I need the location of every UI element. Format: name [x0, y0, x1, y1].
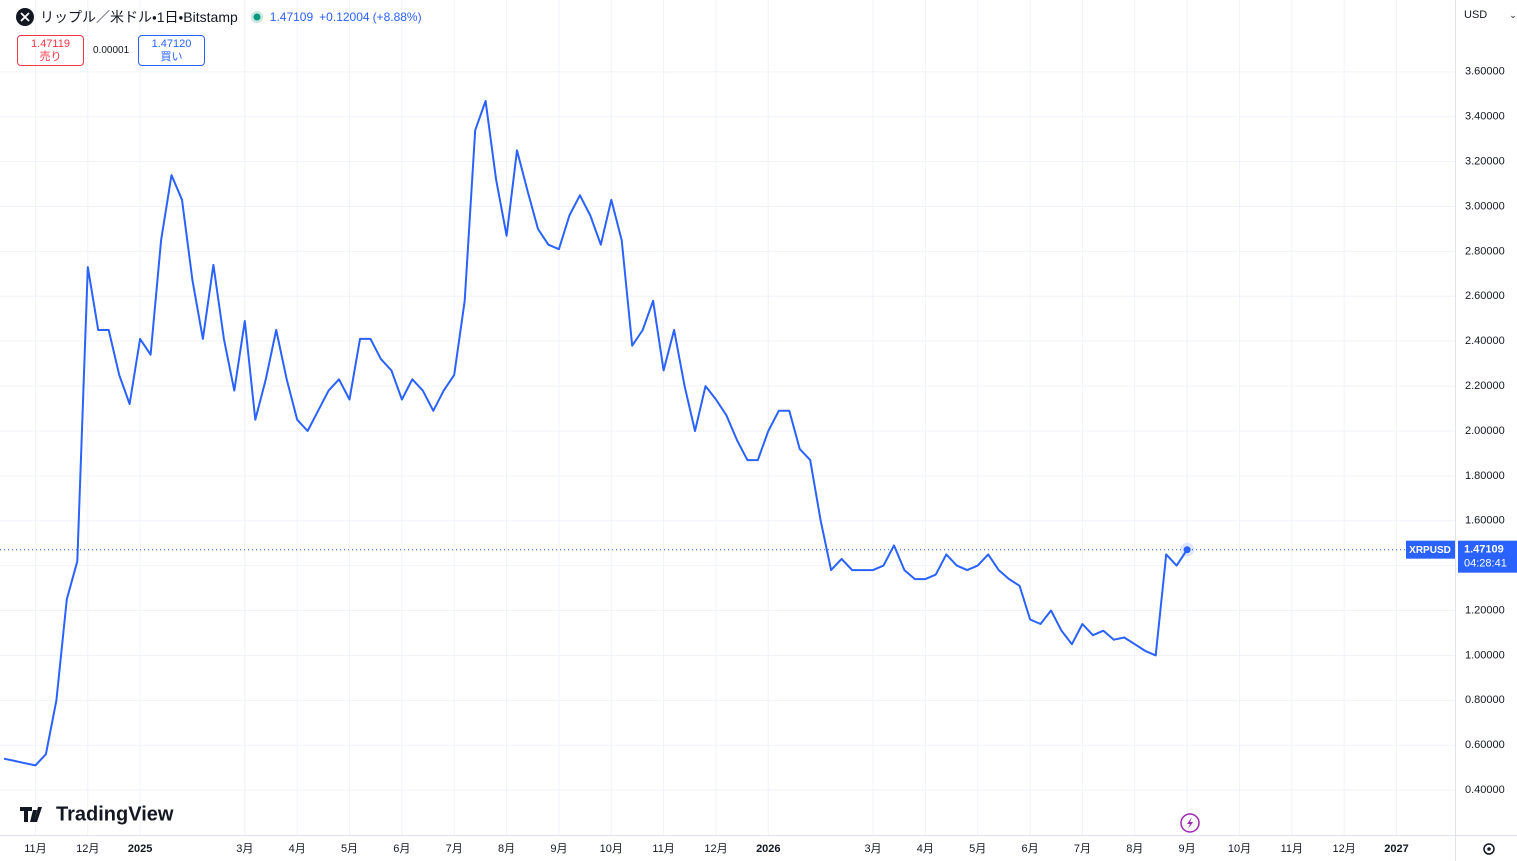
symbol-tag	[1406, 540, 1455, 559]
event-icon[interactable]	[1180, 813, 1200, 833]
x-tick-label: 9月	[550, 843, 567, 855]
x-tick-label: 3月	[236, 843, 253, 855]
brand: TradingView	[56, 803, 174, 825]
last-point	[1183, 546, 1191, 554]
symbol-icon	[16, 8, 34, 26]
x-tick-label: 8月	[498, 843, 515, 855]
y-tick-label: 2.00000	[1465, 425, 1505, 437]
y-tick-label: 2.60000	[1465, 290, 1505, 302]
event-bolt	[1187, 817, 1193, 829]
x-tick-label: 8月	[1126, 843, 1143, 855]
dropdown-caret: ⌄	[1509, 10, 1517, 20]
y-tick-label: 2.20000	[1465, 380, 1505, 392]
change-percent: (+8.88%)	[372, 10, 422, 24]
x-tick-label: 9月	[1179, 843, 1196, 855]
x-tick-label: 2027	[1384, 843, 1408, 855]
y-tick-label: 3.40000	[1465, 111, 1505, 123]
header: リップル／米ドル・1日・Bitstamp 1.47109 +0.12004 (+…	[16, 0, 422, 34]
spread: 0.00001	[93, 45, 130, 56]
market-status	[250, 11, 263, 23]
x-tick-label: 5月	[341, 843, 358, 855]
x-tick-label: 10月	[1228, 843, 1251, 855]
y-tick-label: 0.60000	[1465, 739, 1505, 751]
price-tag-value: 1.47109	[1464, 544, 1504, 556]
currency-select[interactable]: USD ⌄	[1464, 9, 1517, 21]
symbol-tag-text: XRPUSD	[1409, 545, 1451, 556]
x-tick-label: 12月	[704, 843, 727, 855]
price-tag	[1458, 540, 1517, 573]
buy-button[interactable]: 1.47120 買い	[138, 35, 205, 66]
tradingview-logo: TradingView	[20, 803, 174, 825]
price-tag-countdown: 04:28:41	[1464, 558, 1507, 570]
axes: 0.400000.600000.800001.000001.200001.400…	[24, 66, 1517, 855]
x-tick-label: 6月	[1021, 843, 1038, 855]
x-tick-label: 4月	[917, 843, 934, 855]
sell-price: 1.47119	[31, 38, 70, 50]
x-tick-label: 2026	[756, 843, 780, 855]
change: +0.12004	[319, 10, 370, 24]
grid	[0, 0, 1455, 835]
x-tick-label: 7月	[1074, 843, 1091, 855]
x-tick-label: 11月	[1281, 843, 1303, 855]
currency: USD	[1464, 9, 1488, 21]
y-tick-label: 2.80000	[1465, 245, 1505, 257]
logo-icon	[20, 807, 42, 822]
x-tick-label: 12月	[1333, 843, 1356, 855]
x-tick-label: 4月	[289, 843, 306, 855]
last-price: 1.47109	[269, 10, 314, 24]
plot	[0, 100, 1455, 767]
y-tick-label: 3.20000	[1465, 156, 1505, 168]
x-tick-label: 10月	[600, 843, 623, 855]
y-tick-label: 1.60000	[1465, 515, 1505, 527]
x-tick-label: 5月	[969, 843, 986, 855]
y-tick-label: 3.00000	[1465, 200, 1505, 212]
x-tick-label: 11月	[24, 843, 46, 855]
sell-button[interactable]: 1.47119 売り	[17, 35, 84, 66]
settings-icon[interactable]	[1483, 843, 1495, 855]
symbol-title: リップル／米ドル・1日・Bitstamp	[40, 9, 238, 25]
y-tick-label: 1.20000	[1465, 604, 1505, 616]
x-tick-label: 11月	[652, 843, 674, 855]
y-tick-label: 1.80000	[1465, 470, 1505, 482]
x-tick-label: 6月	[393, 843, 410, 855]
y-tick-label: 2.40000	[1465, 335, 1505, 347]
y-tick-label: 0.40000	[1465, 784, 1505, 796]
x-tick-label: 3月	[864, 843, 881, 855]
sell-label: 売り	[39, 51, 62, 63]
buy-price: 1.47120	[151, 38, 192, 50]
x-tick-label: 12月	[76, 843, 99, 855]
y-tick-label: 1.00000	[1465, 649, 1505, 661]
x-tick-label: 2025	[128, 843, 152, 855]
y-tick-label: 0.80000	[1465, 694, 1505, 706]
price-line	[3, 100, 1188, 767]
gear-center	[1487, 847, 1491, 851]
buy-label: 買い	[160, 51, 183, 63]
gear[interactable]	[1483, 843, 1495, 855]
y-tick-label: 3.60000	[1465, 66, 1505, 78]
x-tick-label: 7月	[446, 843, 463, 855]
